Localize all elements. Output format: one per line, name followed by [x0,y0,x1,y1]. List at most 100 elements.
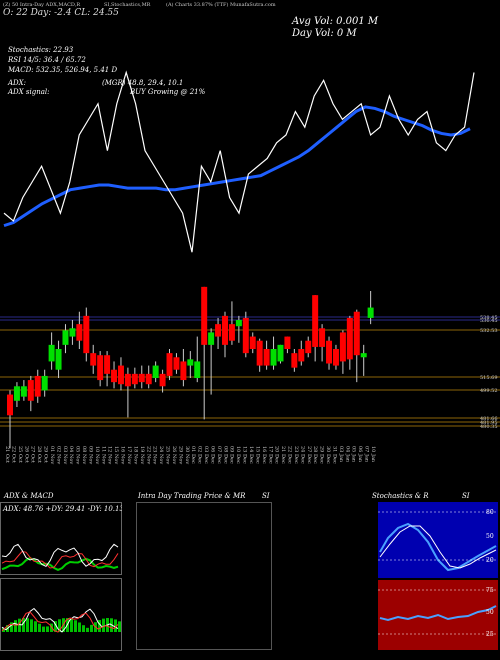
stoch-rsi-panel: 80 50 20 75 50 25 [378,502,498,650]
date-label-49: 29 Dec [319,446,325,464]
date-label-8: 02 Nov [55,446,61,464]
date-label-17: 15 Nov [113,446,119,464]
date-label-34: 08 Dec [222,446,228,464]
macd-signal-line [1,611,119,633]
date-label-55: 06 Jan [357,446,363,463]
level-label-5: 481.66 [480,416,498,422]
rsi-tick-50: 50 [486,609,494,616]
candle-body-8 [62,330,69,345]
stoch-tick-20: 20 [486,557,494,564]
candle-body-26 [187,359,194,366]
date-label-15: 11 Nov [100,446,106,464]
adx-macd-title: ADX & MACD [4,492,54,500]
candle-body-34 [242,317,249,354]
candle-body-27 [194,361,201,378]
candle-body-23 [166,353,173,376]
candles [7,286,374,449]
date-label-45: 23 Dec [293,446,299,464]
macd-bar-9 [38,623,41,632]
candle-body-16 [117,365,124,385]
candle-body-31 [221,315,228,345]
macd-bar-18 [74,620,77,632]
candle-body-44 [312,295,319,347]
intraday-title: Intra Day Trading Price & MR [138,492,246,500]
date-label-21: 19 Nov [139,446,145,464]
macd-bar-29 [118,621,121,632]
candle-body-22 [159,373,166,387]
date-label-11: 05 Nov [75,446,81,464]
level-label-2: 532.53 [480,328,498,334]
date-label-47: 27 Dec [306,446,312,464]
date-label-48: 28 Dec [312,446,318,464]
date-label-12: 08 Nov [81,446,87,464]
candle-body-43 [305,340,312,354]
level-label-3: 515.69 [480,375,498,381]
macd-bar-21 [86,627,89,632]
date-axis: 21 Oct 22 Oct 25 Oct 26 Oct 27 Oct 28 Oct 29 O… [4,446,376,464]
candle-body-9 [69,328,76,337]
candle-body-41 [291,353,298,368]
macd-bar-14 [58,619,61,632]
rsi-tick-75: 75 [486,587,494,594]
stochastics-readout: Stochastics: 22.93 [8,46,74,54]
candle-body-3 [27,380,34,401]
minus-di-line [1,550,119,569]
macd-bar-5 [22,618,25,632]
candle-body-46 [326,340,333,364]
candle-body-13 [97,355,104,381]
macd-bar-7 [30,619,33,632]
date-label-26: 26 Nov [171,446,177,464]
date-label-40: 16 Dec [261,446,267,464]
level-label-0: 538.45 [480,315,498,321]
candle-body-47 [332,349,339,366]
date-label-25: 25 Nov [165,446,171,464]
candle-body-52 [367,307,374,318]
day-vol: Day Vol: 0 M [292,28,357,39]
macd-bar-6 [26,618,29,632]
candle-body-30 [215,324,222,337]
date-label-50: 30 Dec [325,446,331,464]
macd-bar-24 [98,620,101,632]
date-label-24: 24 Nov [158,446,164,464]
avg-vol: Avg Vol: 0.001 M [292,16,379,27]
stoch-title-si: SI [462,492,470,500]
candle-body-40 [284,336,291,349]
candle-body-19 [138,373,145,383]
date-label-43: 21 Dec [280,446,286,464]
header-line1b: SI,Stochastics,MR [104,2,151,8]
macd-bar-19 [78,622,81,632]
date-label-44: 22 Dec [287,446,293,464]
date-label-23: 23 Nov [152,446,158,464]
candle-body-1 [13,386,20,401]
macd-bar-13 [54,621,57,632]
candle-body-38 [270,349,277,366]
candle-body-12 [90,353,97,366]
macd-bar-3 [14,620,17,632]
candle-body-5 [41,375,48,391]
candle-body-7 [55,349,62,370]
date-label-46: 24 Dec [299,446,305,464]
candle-body-15 [111,369,118,383]
rsi-tick-25: 25 [486,631,494,638]
candle-body-25 [180,361,187,381]
plus-di-line [1,543,119,567]
adx-label: ADX: [8,79,27,87]
candle-body-45 [319,328,326,347]
date-label-32: 06 Dec [209,446,215,464]
candle-body-11 [83,315,90,354]
ma-line [3,105,471,228]
date-label-5: 28 Oct [36,446,42,463]
candle-body-10 [76,324,83,341]
open-close-readout: O: 22 Day: -2.4 CL: 24.55 [3,8,119,18]
date-label-4: 27 Oct [30,446,36,463]
date-label-29: 01 Dec [190,446,196,464]
adx-signal-label: ADX signal: [8,88,50,96]
macd-bar-11 [46,626,49,632]
date-label-52: 03 Jan [338,446,344,463]
level-label-4: 499.52 [480,388,498,394]
adx-line [1,556,119,572]
adx-macd-panel: ADX: 48.76 +DY: 29.41 -DY: 10.13 [0,502,122,651]
candle-body-24 [173,357,180,370]
date-label-30: 02 Dec [197,446,203,464]
